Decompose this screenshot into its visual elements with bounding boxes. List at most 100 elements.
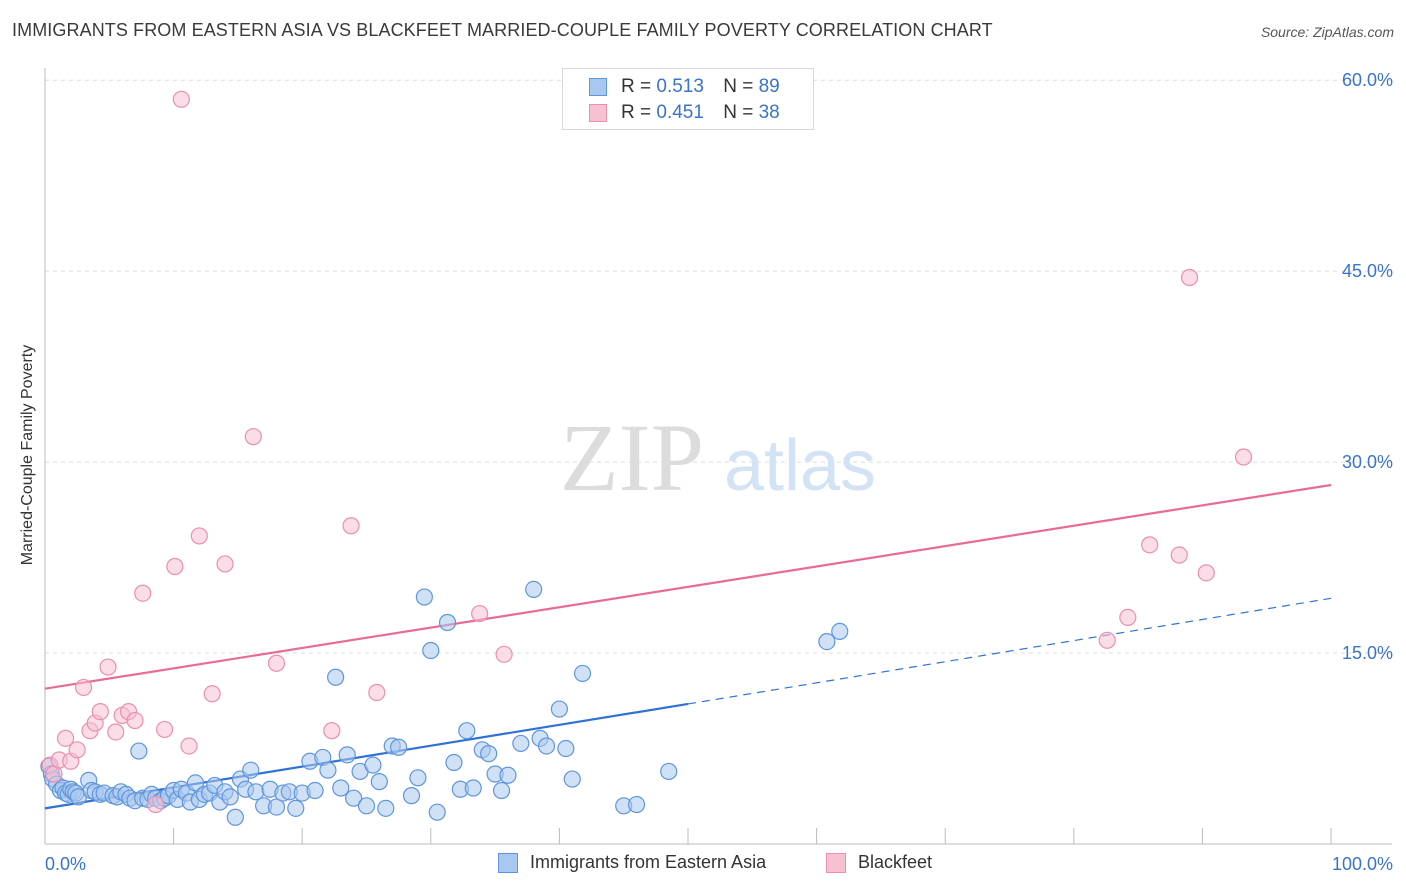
chart-title: IMMIGRANTS FROM EASTERN ASIA VS BLACKFEE… — [12, 20, 993, 40]
r-value-blue: 0.513 — [656, 76, 704, 97]
y-tick-label: 30.0% — [1342, 452, 1393, 472]
data-point-immigrants-eastern-asia — [345, 789, 363, 807]
data-point-blackfeet — [244, 428, 262, 446]
data-point-blackfeet — [190, 527, 208, 545]
r-label: R = — [621, 102, 657, 123]
data-point-immigrants-eastern-asia — [402, 787, 421, 805]
x-tick-label: 100.0% — [1332, 854, 1393, 874]
data-point-immigrants-eastern-asia — [409, 769, 427, 787]
data-point-immigrants-eastern-asia — [390, 738, 408, 756]
data-point-immigrants-eastern-asia — [499, 766, 517, 784]
data-point-blackfeet — [368, 683, 386, 702]
data-point-immigrants-eastern-asia — [226, 808, 244, 826]
data-point-immigrants-eastern-asia — [332, 779, 350, 797]
data-point-immigrants-eastern-asia — [831, 622, 849, 641]
data-point-blackfeet — [68, 741, 86, 759]
data-point-immigrants-eastern-asia — [480, 745, 498, 763]
data-point-blackfeet — [216, 555, 234, 573]
data-point-immigrants-eastern-asia — [327, 668, 345, 686]
data-point-immigrants-eastern-asia — [458, 722, 476, 740]
data-point-immigrants-eastern-asia — [370, 773, 388, 791]
n-label: N = — [723, 76, 759, 97]
data-point-immigrants-eastern-asia — [186, 774, 205, 792]
data-point-immigrants-eastern-asia — [537, 737, 556, 755]
y-tick-label: 60.0% — [1342, 70, 1393, 90]
data-point-immigrants-eastern-asia — [377, 799, 395, 817]
data-point-blackfeet — [267, 654, 286, 672]
data-point-blackfeet — [180, 737, 198, 755]
data-point-blackfeet — [99, 658, 117, 676]
data-point-blackfeet — [172, 90, 190, 108]
data-point-blackfeet — [166, 557, 184, 576]
watermark: ZIP atlas — [560, 404, 876, 511]
data-point-immigrants-eastern-asia — [660, 762, 678, 781]
r-value-pink: 0.451 — [656, 102, 704, 123]
legend-swatch-blue — [589, 78, 607, 96]
y-tick-label: 15.0% — [1342, 643, 1393, 663]
legend-swatch-pink — [589, 104, 607, 122]
watermark-zip: ZIP — [560, 404, 704, 511]
data-point-immigrants-eastern-asia — [247, 783, 265, 801]
data-point-blackfeet — [1180, 268, 1199, 287]
n-value-pink: 38 — [758, 102, 780, 123]
data-point-blackfeet — [1119, 608, 1137, 627]
trendline-blackfeet — [44, 483, 1332, 690]
data-point-immigrants-eastern-asia — [364, 756, 382, 774]
data-point-immigrants-eastern-asia — [428, 803, 446, 821]
data-point-blackfeet — [155, 720, 174, 739]
data-point-immigrants-eastern-asia — [415, 588, 433, 606]
data-point-immigrants-eastern-asia — [464, 779, 482, 797]
r-label: R = — [621, 76, 657, 97]
data-point-blackfeet — [74, 678, 93, 697]
data-point-immigrants-eastern-asia — [438, 613, 457, 632]
data-point-blackfeet — [107, 723, 125, 741]
data-point-immigrants-eastern-asia — [818, 632, 836, 651]
legend-swatch-pink — [826, 853, 846, 873]
legend-label-immigrants-eastern-asia: Immigrants from Eastern Asia — [530, 852, 767, 872]
trend-lines — [44, 483, 1332, 810]
data-point-immigrants-eastern-asia — [221, 788, 239, 806]
data-point-immigrants-eastern-asia — [550, 700, 569, 718]
data-point-blackfeet — [203, 685, 221, 703]
stats-legend: R = 0.513 N = 89 R = 0.451 N = 38 — [562, 68, 814, 130]
data-point-immigrants-eastern-asia — [573, 664, 592, 683]
n-value-blue: 89 — [758, 76, 780, 97]
n-label: N = — [723, 102, 759, 123]
data-point-immigrants-eastern-asia — [445, 753, 463, 772]
data-point-immigrants-eastern-asia — [422, 641, 440, 660]
data-point-immigrants-eastern-asia — [525, 580, 543, 599]
data-point-blackfeet — [146, 795, 165, 814]
data-point-blackfeet — [323, 722, 341, 740]
data-point-immigrants-eastern-asia — [287, 799, 305, 817]
axes — [44, 68, 1392, 845]
data-point-blackfeet — [1098, 631, 1116, 649]
legend-label-blackfeet: Blackfeet — [858, 852, 933, 872]
data-point-immigrants-eastern-asia — [130, 742, 148, 760]
tick-labels: 15.0% 30.0% 45.0% 60.0% 0.0% 100.0% — [45, 70, 1393, 874]
data-point-blackfeet — [1170, 546, 1188, 564]
data-point-blackfeet — [91, 703, 109, 721]
x-tick-label: 0.0% — [45, 854, 86, 874]
data-point-blackfeet — [1197, 564, 1215, 582]
data-point-blackfeet — [495, 645, 513, 663]
watermark-atlas: atlas — [724, 426, 876, 506]
grid-lines — [45, 79, 1392, 654]
y-axis-label: Married-Couple Family Poverty — [19, 344, 36, 566]
source-label: Source: ZipAtlas.com — [1260, 24, 1394, 40]
data-point-immigrants-eastern-asia — [306, 781, 324, 800]
data-point-immigrants-eastern-asia — [267, 798, 286, 816]
series-blackfeet — [41, 90, 1253, 814]
data-point-immigrants-eastern-asia — [242, 761, 260, 779]
data-point-blackfeet — [1234, 448, 1253, 466]
data-point-immigrants-eastern-asia — [512, 734, 530, 753]
series-immigrants-eastern-asia — [40, 580, 849, 826]
data-point-blackfeet — [1141, 536, 1159, 554]
data-point-immigrants-eastern-asia — [627, 795, 646, 814]
trendline-immigrants-eastern-asia-extension — [687, 597, 1332, 705]
data-point-immigrants-eastern-asia — [319, 761, 337, 779]
data-point-blackfeet — [471, 604, 489, 623]
data-point-blackfeet — [134, 584, 152, 602]
y-tick-label: 45.0% — [1342, 261, 1393, 281]
data-point-blackfeet — [56, 729, 75, 747]
